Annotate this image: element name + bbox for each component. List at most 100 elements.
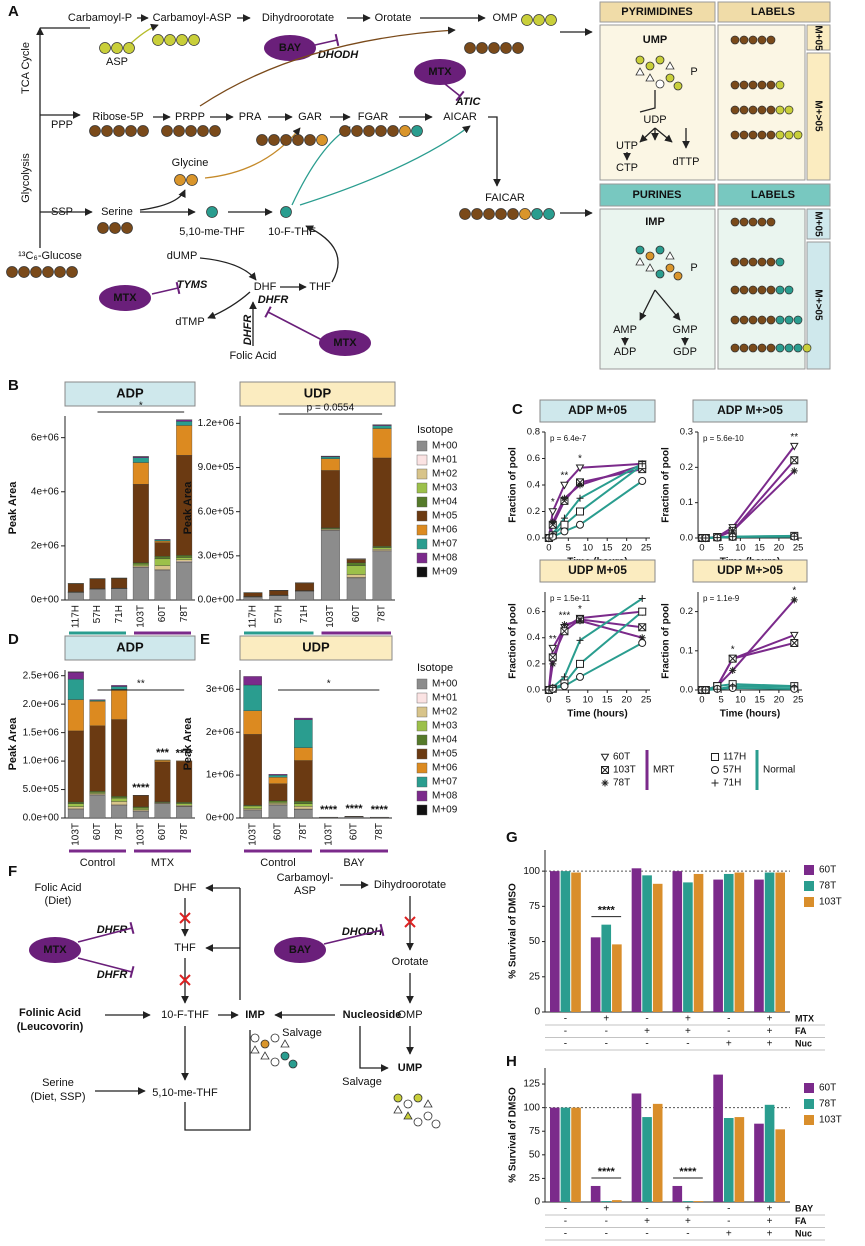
carbon-dot [739,285,749,295]
box [806,52,831,181]
panel-letter: H [506,1053,517,1070]
bar-segment [89,699,106,701]
bar-segment [344,816,364,819]
bar-segment [89,589,106,601]
marker [711,753,719,761]
y-tick-label: 0.2 [680,606,693,617]
bar [693,873,704,1012]
carbon-dot [775,80,785,90]
legend-label: 103T [613,765,636,776]
carbon-dot [793,343,803,353]
diagram-label: GMP [672,324,697,336]
x-tick-label: 15 [602,543,613,554]
bar-segment [111,578,128,589]
marker [638,638,647,647]
bar [723,873,734,1012]
legend-swatch [416,748,428,760]
bar-segment [294,801,313,804]
bar [549,871,560,1012]
carbon-dot [748,285,758,295]
marker [549,683,557,691]
bar [683,1201,693,1202]
bar [631,1093,642,1202]
carbon-dot [483,208,495,220]
legend-label: 78T [819,1099,836,1110]
diagram-label: LABELS [751,189,795,201]
legend-swatch [416,692,428,704]
bar-segment [154,556,171,560]
y-tick-label: 25 [529,971,541,982]
bar-segment [269,595,289,601]
legend-label: M+01 [432,693,458,704]
x-tick-label: 5 [718,695,723,706]
legend-label: M+02 [432,469,458,480]
condition-mark: - [564,1014,567,1025]
box [717,1,831,23]
x-tick-label: 71H [299,605,310,623]
y-tick-label: 6e+06 [31,432,60,443]
carbon-dot [109,222,121,234]
bar-segment [243,808,262,810]
carbon-dot [775,130,785,140]
bar-segment [372,457,392,547]
legend-swatch [804,881,814,891]
bar-segment [89,725,106,792]
bar-segment [294,760,313,802]
x-tick-label: 20 [774,695,785,706]
marker [576,636,584,644]
carbon-dot [533,14,545,26]
marker [575,464,585,473]
diagram-label: PRA [239,111,262,123]
bar-segment [320,530,340,601]
legend-swatch [416,552,428,564]
legend-label: M+09 [432,805,458,816]
diagram-label: ASP [294,885,316,897]
bar-segment [176,803,193,806]
bar [713,879,723,1012]
carbon-dot [173,125,185,137]
bar [560,1107,571,1202]
diagram-label: MTX [333,337,357,349]
marker [576,481,584,489]
condition-mark: + [603,1204,609,1215]
condition-mark: + [726,1229,732,1240]
diagram-label: Carbamoyl-ASP [153,12,232,24]
carbon-dot [748,343,758,353]
inhibition-line [314,39,338,46]
x-tick-label: 60T [273,823,284,840]
x-tick-label: 60T [157,605,168,622]
x-tick-label: 5 [566,695,571,706]
legend-label: M+07 [432,539,458,550]
bar-segment [346,565,366,575]
diagram-label: FGAR [358,111,389,123]
bar-segment [132,565,149,568]
condition-mark: - [564,1026,567,1037]
x-tick-label: 57H [92,605,103,623]
legend-swatch [416,776,428,788]
bar [683,882,693,1012]
carbon-dot [766,257,776,267]
ring-atom [413,1093,423,1103]
diagram-label: THF [309,281,331,293]
carbon-dot [161,125,173,137]
significance-label: **** [371,804,389,816]
x-tick-label: 20 [774,543,785,554]
arrow [199,257,257,281]
carbon-dot [757,343,767,353]
x-tick-label: 25 [793,543,804,554]
y-tick-label: 0.0 [527,533,540,544]
carbon-dot [519,208,531,220]
marker [789,631,799,640]
legend-swatch [416,538,428,550]
bar-segment [268,801,288,804]
y-tick-label: 1.2e+06 [198,418,235,429]
marker [560,520,569,529]
series-line [701,634,795,691]
condition-mark: + [603,1014,609,1025]
bar-segment [132,567,149,601]
marker [790,456,799,465]
x-tick-label: 10 [735,543,746,554]
legend-label: M+06 [432,763,458,774]
carbon-dot [471,208,483,220]
